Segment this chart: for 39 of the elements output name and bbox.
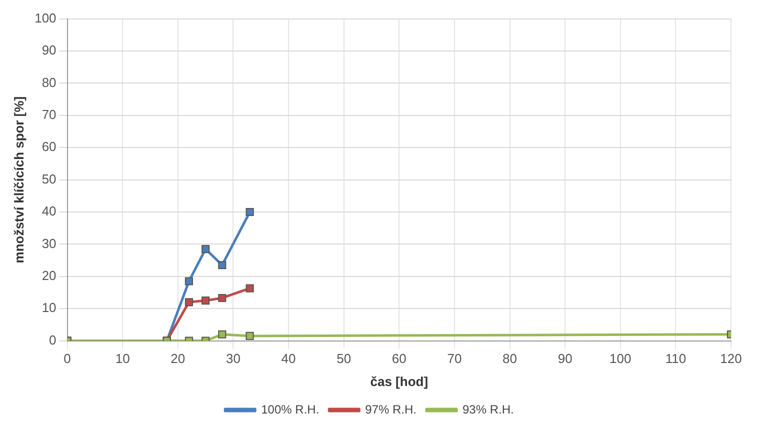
y-tick-label: 70: [42, 106, 56, 122]
x-tick-label: 100: [610, 351, 632, 366]
point: [202, 296, 210, 305]
point: [246, 332, 254, 340]
point: [202, 244, 210, 254]
x-tick-label: 10: [115, 351, 130, 366]
x-tick-label: 0: [64, 351, 71, 366]
point: [246, 208, 254, 216]
x-axis-title: čas [hod]: [370, 374, 428, 389]
x-tick-label: 20: [170, 351, 186, 366]
x-tick-label: 120: [720, 351, 742, 366]
y-tick-label: 40: [42, 204, 56, 219]
legend-label: 97% R.H.: [365, 402, 417, 416]
x-tick-label: 110: [665, 351, 686, 366]
x-tick-label: 50: [336, 351, 352, 366]
y-tick-label: 20: [42, 268, 56, 283]
x-tick-label: 40: [281, 351, 296, 366]
y-axis-title: množství klíčících spor [%]: [11, 96, 26, 264]
y-tick-label: 30: [42, 236, 56, 251]
x-tick-label: 30: [226, 351, 240, 366]
x-tick-label: 80: [502, 351, 517, 366]
y-tick-label: 10: [42, 300, 56, 316]
point: [184, 277, 194, 286]
point: [218, 294, 226, 302]
x-tick-label: 70: [447, 351, 462, 366]
point: [218, 261, 226, 270]
y-tick-label: 90: [42, 42, 56, 58]
y-tick-label: 80: [42, 74, 56, 90]
y-tick-label: 0: [49, 332, 56, 348]
x-tick-label: 90: [558, 351, 572, 366]
y-tick-label: 100: [34, 10, 56, 26]
point: [246, 284, 254, 292]
y-tick-label: 50: [42, 171, 56, 186]
x-tick-label: 60: [392, 351, 406, 366]
y-tick-label: 60: [42, 139, 56, 154]
point: [184, 298, 194, 306]
legend-label: 93% R.H.: [462, 402, 514, 416]
point: [218, 330, 226, 338]
legend-label: 100% R.H.: [261, 402, 320, 416]
